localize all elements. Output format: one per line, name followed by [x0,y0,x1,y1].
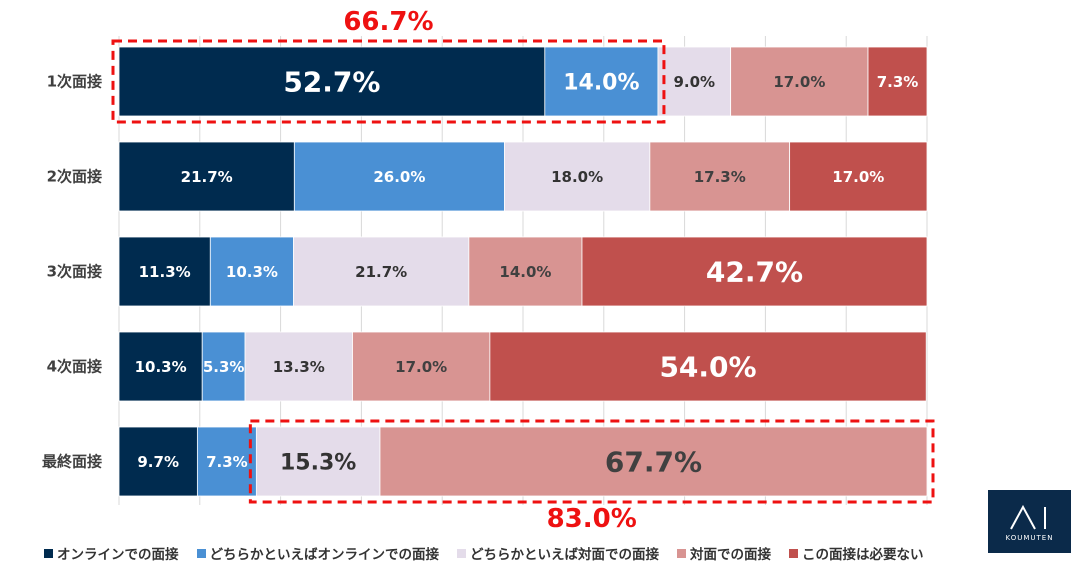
legend-label: オンラインでの面接 [57,547,179,563]
data-label: 15.3% [280,450,356,475]
legend: オンラインでの面接 どちらかといえばオンラインでの面接 どちらかといえば対面での面接… [44,543,942,563]
data-label: 17.0% [832,168,884,186]
legend-item: 対面での面接 [677,543,771,563]
data-label: 67.7% [605,446,702,479]
bar-segment [201,331,246,402]
legend-swatch [789,548,798,558]
legend-item: どちらかといえばオンラインでの面接 [196,543,440,563]
bar-segment [352,331,491,402]
bar-segment [118,331,203,402]
bar-segment [293,236,470,307]
data-label: 18.0% [551,168,603,186]
callout-label-bottom: 83.0% [546,504,637,534]
legend-label: 対面での面接 [690,547,771,563]
data-label: 11.3% [139,263,191,281]
legend-swatch [196,548,206,558]
data-label: 5.3% [203,358,245,376]
callout-box [248,419,935,504]
bar-segment [489,331,927,402]
data-label: 9.0% [673,73,715,91]
bar-segment [118,426,198,497]
bar-segment [293,141,505,212]
bar-segment [649,141,791,212]
bar-segment [255,426,381,497]
data-label: 42.7% [706,256,803,289]
legend-item: どちらかといえば対面での面接 [457,543,659,563]
data-label: 17.3% [694,168,746,186]
legend-swatch [44,548,53,558]
data-label: 17.0% [395,358,447,376]
bar-segment [244,331,353,402]
bar-segment [867,46,928,117]
legend-label: どちらかといえば対面での面接 [470,547,659,563]
bar-segment [581,236,928,307]
bar-segment [468,236,583,307]
category-label: 最終面接 [42,453,102,471]
data-label: 17.0% [773,73,825,91]
bar-segment [544,46,659,117]
category-label: 2次面接 [47,168,102,186]
bar-segment [196,426,257,497]
data-label: 26.0% [373,168,425,186]
koumuten-logo: KOUMUTEN [988,490,1071,553]
bar-segment [118,46,546,117]
category-label: 4次面接 [47,358,102,376]
bar-segment [789,141,928,212]
callout-boxes [111,39,935,504]
logo-mark-icon [1009,504,1046,529]
data-label: 52.7% [283,66,380,99]
bar-segment [118,141,295,212]
data-label: 10.3% [226,263,278,281]
legend-item: この面接は必要ない [789,543,924,563]
data-label: 10.3% [135,358,187,376]
bar-segment [730,46,869,117]
data-label: 14.0% [499,263,551,281]
data-label: 21.7% [355,263,407,281]
data-label: 7.3% [206,453,248,471]
data-label: 54.0% [659,351,756,384]
legend-swatch [677,548,686,558]
logo-caption: KOUMUTEN [1005,533,1054,542]
legend-swatch [457,548,466,558]
legend-label: この面接は必要ない [802,547,924,563]
bar-segment [657,46,732,117]
callout-label-top: 66.7% [343,7,434,37]
bar-segment [118,236,211,307]
category-label: 3次面接 [47,263,102,281]
category-label: 1次面接 [47,73,102,91]
bar-segment [209,236,294,307]
legend-item: オンラインでの面接 [44,543,179,563]
data-label: 13.3% [273,358,325,376]
bar-segment [379,426,928,497]
callout-box [111,39,666,124]
legend-label: どちらかといえばオンラインでの面接 [209,547,440,563]
data-label: 21.7% [181,168,233,186]
bars: 52.7% 14.0% 9.0% 17.0% 7.3% 21.7% 26.0% 18.0% 17… [118,46,928,497]
data-label: 14.0% [563,70,639,95]
data-label: 7.3% [877,73,919,91]
data-label: 9.7% [137,453,179,471]
